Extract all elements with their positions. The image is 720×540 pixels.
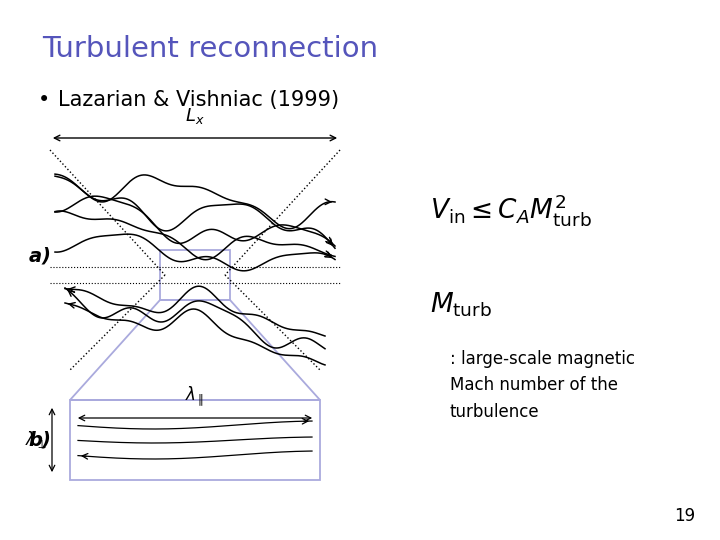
Text: $V_{\mathrm{in}} \leq C_A M_{\mathrm{turb}}^2$: $V_{\mathrm{in}} \leq C_A M_{\mathrm{tur… [430,192,592,228]
Text: •: • [38,90,50,110]
Text: $\bfit{a)}$: $\bfit{a)}$ [28,245,50,266]
Text: Turbulent reconnection: Turbulent reconnection [42,35,378,63]
Text: $L_x$: $L_x$ [185,106,204,126]
Text: 19: 19 [674,507,695,525]
Bar [160,250,230,300]
Text: Lazarian & Vishniac (1999): Lazarian & Vishniac (1999) [58,90,339,110]
Text: $\lambda_{\perp}$: $\lambda_{\perp}$ [24,429,47,450]
Text: $M_{\mathrm{turb}}$: $M_{\mathrm{turb}}$ [430,291,492,319]
Bar [70,400,320,480]
Text: $\bfit{b)}$: $\bfit{b)}$ [28,429,51,450]
Text: $\lambda_{\parallel}$: $\lambda_{\parallel}$ [186,384,204,408]
Text: : large-scale magnetic
Mach number of the
turbulence: : large-scale magnetic Mach number of th… [450,350,635,421]
